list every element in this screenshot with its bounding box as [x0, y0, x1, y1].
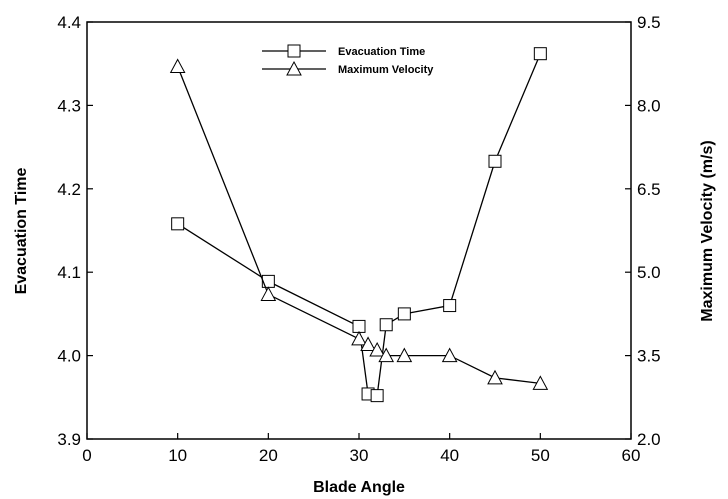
evacuation-time-point — [488, 154, 502, 168]
evacuation-time-point — [352, 319, 366, 333]
maximum-velocity-point — [351, 330, 367, 346]
right-y-tick-label: 9.5 — [637, 13, 661, 32]
left-y-tick-label: 4.2 — [57, 180, 81, 199]
x-tick-label: 60 — [622, 446, 641, 465]
right-y-tick-label: 6.5 — [637, 180, 661, 199]
maximum-velocity-point — [360, 336, 376, 351]
evacuation-time-point — [370, 389, 384, 403]
x-axis-title: Blade Angle — [313, 479, 405, 496]
maximum-velocity-point — [396, 347, 413, 363]
legend: Evacuation Time Maximum Velocity — [262, 44, 434, 76]
maximum-velocity-point — [169, 58, 186, 73]
maximum-velocity-point — [441, 347, 458, 363]
evacuation-time-point — [379, 318, 393, 332]
legend-evacuation-square-marker — [287, 44, 301, 58]
right-y-tick-label: 8.0 — [637, 96, 661, 115]
x-axis-ticks: 0 10 20 30 40 50 60 — [82, 433, 640, 465]
right-y-tick-label: 3.5 — [637, 347, 661, 366]
evacuation-time-point — [171, 217, 185, 231]
x-tick-label: 50 — [531, 446, 550, 465]
left-y-tick-label: 3.9 — [57, 430, 81, 449]
left-y-tick-label: 4.0 — [57, 347, 81, 366]
right-y-axis-title: Maximum Velocity (m/s) — [699, 140, 716, 321]
left-y-tick-label: 4.1 — [57, 263, 81, 282]
left-y-axis-title: Evacuation Time — [13, 167, 30, 294]
left-y-axis-ticks: 3.9 4.0 4.1 4.2 4.3 4.4 — [57, 13, 93, 449]
legend-evacuation-label: Evacuation Time — [338, 46, 425, 58]
right-y-tick-label: 5.0 — [637, 263, 661, 282]
maximum-velocity-point — [532, 375, 549, 390]
x-tick-label: 30 — [350, 446, 369, 465]
right-y-tick-label: 2.0 — [637, 430, 661, 449]
legend-velocity-triangle-marker — [286, 60, 302, 76]
right-y-axis-ticks: 2.0 3.5 5.0 6.5 8.0 9.5 — [625, 13, 661, 449]
x-tick-label: 10 — [168, 446, 187, 465]
series-layer — [169, 47, 549, 403]
maximum-velocity-point — [487, 369, 503, 385]
x-tick-label: 20 — [259, 446, 278, 465]
x-tick-label: 0 — [82, 446, 91, 465]
x-tick-label: 40 — [440, 446, 459, 465]
maximum-velocity-point — [369, 341, 385, 357]
evacuation-time-point — [533, 47, 547, 61]
legend-velocity-label: Maximum Velocity — [338, 64, 434, 76]
maximum-velocity-point — [260, 286, 277, 301]
left-y-tick-label: 4.3 — [57, 96, 81, 115]
evacuation-time-point — [397, 307, 411, 321]
plot-frame — [86, 21, 632, 440]
maximum-velocity-point — [378, 347, 395, 363]
evacuation-time-point — [443, 299, 457, 313]
left-y-tick-label: 4.4 — [57, 13, 81, 32]
